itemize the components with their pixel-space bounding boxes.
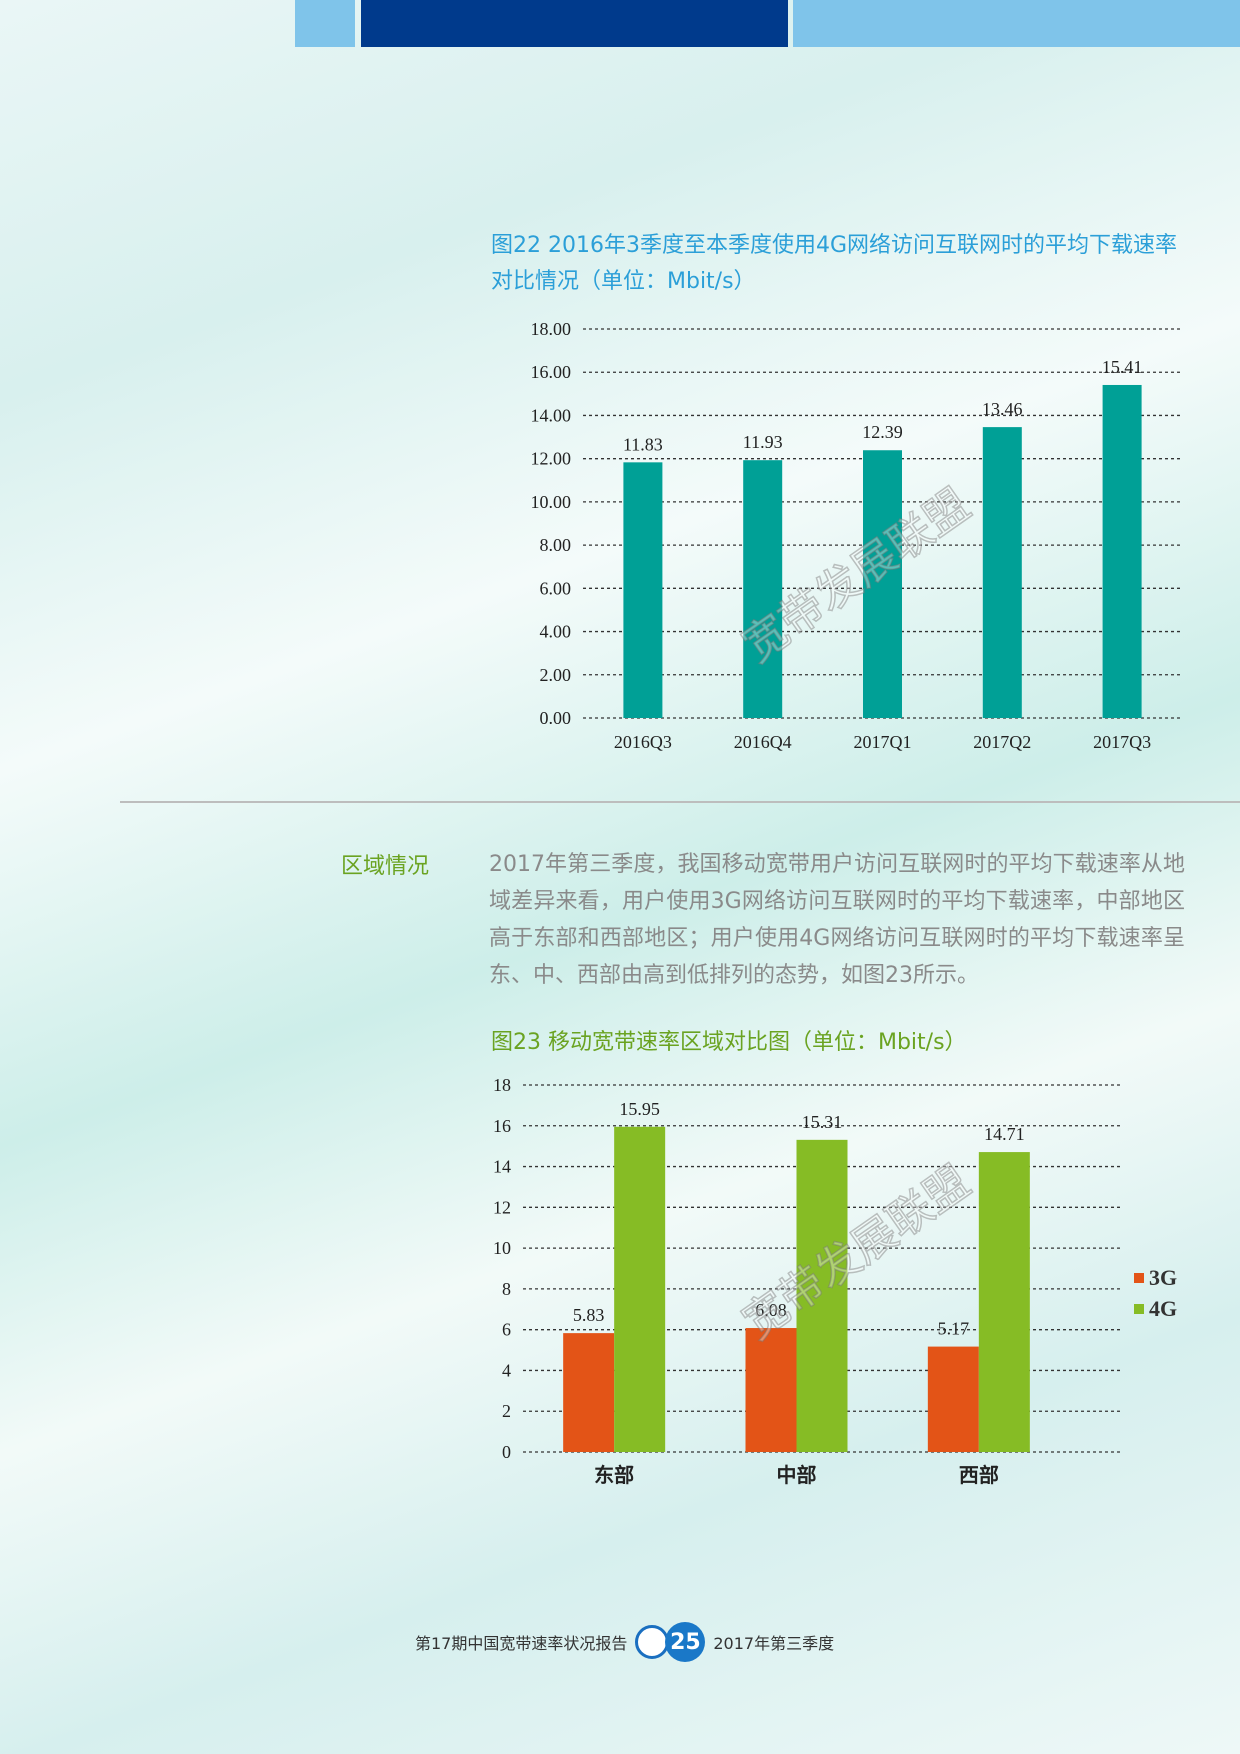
chart: 0 2 4 6 8 10 12 14 16 18 东部 5.83 15.95 中部 6.08 15.31 西部 5…	[493, 1075, 1177, 1487]
bar	[982, 427, 1022, 718]
data-label: 11.93	[743, 432, 783, 452]
data-label: 14.71	[984, 1124, 1025, 1144]
footer: 第17期中国宽带速率状况报告 25 2017年第三季度	[415, 1622, 834, 1662]
bar	[863, 450, 902, 718]
bar	[623, 462, 663, 718]
x-tick-label: 东部	[594, 1463, 634, 1487]
x-tick-label: 2016Q3	[614, 732, 672, 752]
bar	[1102, 384, 1142, 718]
y-tick-label: 16.00	[531, 362, 572, 382]
data-label: 12.39	[862, 422, 903, 442]
header-tab	[361, 0, 788, 47]
data-label: 5.83	[573, 1305, 605, 1325]
bar	[927, 1346, 979, 1452]
chart-title: 图22 2016年3季度至本季度使用4G网络访问互联网时的平均下载速率对比情况（…	[491, 233, 1178, 294]
y-tick-label: 6.00	[540, 578, 572, 598]
x-tick-label: 2017Q2	[973, 732, 1031, 752]
y-tick-label: 0	[502, 1442, 511, 1462]
x-tick-label: 中部	[777, 1463, 817, 1487]
section-label: 区域情况	[341, 854, 430, 879]
y-tick-label: 10	[493, 1238, 511, 1258]
bar	[745, 1328, 797, 1452]
data-label: 11.83	[623, 434, 663, 454]
x-tick-label: 2016Q4	[734, 732, 792, 752]
y-tick-label: 12.00	[531, 449, 572, 469]
y-tick-label: 10.00	[531, 492, 572, 512]
data-label: 5.17	[938, 1319, 970, 1339]
footer-report: 第17期中国宽带速率状况报告	[415, 1634, 628, 1653]
legend-label: 3G	[1149, 1265, 1177, 1290]
x-tick-label: 2017Q3	[1093, 732, 1151, 752]
paragraph: 2017年第三季度，我国移动宽带用户访问互联网时的平均下载速率从地域差异来看，用…	[489, 852, 1185, 988]
y-tick-label: 2	[502, 1401, 511, 1421]
data-label: 6.08	[755, 1300, 787, 1320]
chart: 0.00 2.00 4.00 6.00 8.00 10.00 12.00 14.00 16.00…	[531, 319, 1182, 752]
data-label: 13.46	[982, 399, 1023, 419]
y-tick-label: 18.00	[531, 319, 572, 339]
page-number: 25	[665, 1622, 706, 1662]
header-tab	[295, 0, 355, 47]
y-tick-label: 8.00	[540, 535, 572, 555]
data-label: 15.31	[802, 1112, 843, 1132]
y-tick-label: 2.00	[540, 665, 572, 685]
y-tick-label: 14	[493, 1157, 511, 1177]
y-tick-label: 14.00	[531, 405, 572, 425]
y-tick-label: 0.00	[540, 708, 572, 728]
chart-title: 图23 移动宽带速率区域对比图（单位：Mbit/s）	[491, 1030, 967, 1055]
y-tick-label: 4.00	[540, 622, 572, 642]
y-tick-label: 18	[493, 1075, 511, 1095]
data-label: 15.95	[619, 1099, 660, 1119]
bar	[743, 460, 783, 718]
logo	[635, 1625, 670, 1659]
bar	[563, 1333, 615, 1452]
x-tick-label: 西部	[959, 1463, 999, 1487]
bar	[978, 1152, 1030, 1452]
legend-swatch	[1134, 1304, 1144, 1314]
legend-swatch	[1134, 1273, 1144, 1283]
y-tick-label: 6	[502, 1320, 511, 1340]
bar	[796, 1139, 848, 1452]
legend-label: 4G	[1149, 1296, 1177, 1321]
y-tick-label: 4	[502, 1360, 511, 1380]
header-tab	[793, 0, 1240, 47]
bar	[614, 1126, 666, 1452]
y-tick-label: 8	[502, 1279, 511, 1299]
divider	[120, 801, 1240, 803]
data-label: 15.41	[1102, 357, 1143, 377]
footer-period: 2017年第三季度	[713, 1634, 835, 1653]
x-tick-label: 2017Q1	[854, 732, 912, 752]
y-tick-label: 12	[493, 1197, 511, 1217]
y-tick-label: 16	[493, 1116, 511, 1136]
